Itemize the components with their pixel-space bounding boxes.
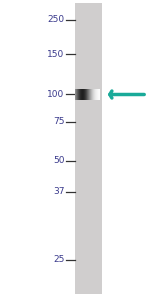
Text: 150: 150 xyxy=(47,50,64,58)
Text: 37: 37 xyxy=(53,188,64,196)
Bar xyxy=(75,3,102,294)
Text: 25: 25 xyxy=(53,255,64,264)
Text: 100: 100 xyxy=(47,90,64,99)
Text: 50: 50 xyxy=(53,156,64,165)
Text: 75: 75 xyxy=(53,117,64,126)
Text: 250: 250 xyxy=(47,15,64,24)
